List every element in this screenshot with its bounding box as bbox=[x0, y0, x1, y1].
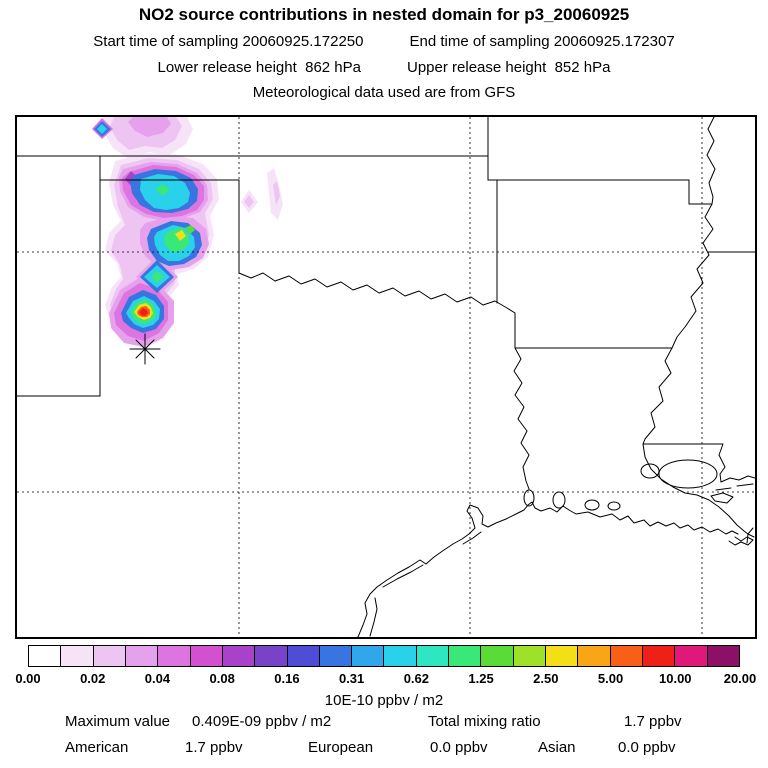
colorbar-cell bbox=[383, 646, 416, 666]
max-value: 0.409E-09 ppbv / m2 bbox=[192, 713, 332, 730]
colorbar-cell bbox=[512, 646, 545, 666]
region-value: 0.0 ppbv bbox=[430, 739, 488, 756]
state-borders bbox=[17, 117, 755, 490]
end-time-label: End time of sampling 20060925.172307 bbox=[409, 33, 675, 50]
lower-release-label: Lower release height 862 hPa bbox=[157, 59, 361, 76]
region-value: 0.0 ppbv bbox=[618, 739, 676, 756]
coastline bbox=[357, 459, 755, 637]
colorbar-cell bbox=[706, 646, 739, 666]
page-title: NO2 source contributions in nested domai… bbox=[138, 5, 630, 24]
region-value: 1.7 ppbv bbox=[185, 739, 243, 756]
region-name: Asian bbox=[538, 739, 576, 756]
mixing-ratio-value: 1.7 ppbv bbox=[624, 713, 682, 730]
upper-release-label: Upper release height 852 hPa bbox=[407, 59, 611, 76]
colorbar-cell bbox=[157, 646, 190, 666]
colorbar-cell bbox=[189, 646, 222, 666]
colorbar-cell bbox=[286, 646, 319, 666]
start-time-label: Start time of sampling 20060925.172250 bbox=[93, 33, 364, 50]
mixing-ratio-label: Total mixing ratio bbox=[428, 713, 541, 730]
max-value-row: Maximum value 0.409E-09 ppbv / m2 Total … bbox=[0, 713, 768, 733]
colorbar-cell bbox=[480, 646, 513, 666]
colorbar-cell bbox=[60, 646, 93, 666]
colorbar-tick-label: 0.62 bbox=[403, 671, 430, 686]
max-value-label: Maximum value bbox=[65, 713, 171, 730]
mississippi-river bbox=[642, 117, 755, 544]
colorbar-cell bbox=[448, 646, 481, 666]
colorbar-ticks: 0.00 0.02 0.04 0.08 0.16 0.31 0.62 1.25 2.50 5.00… bbox=[15, 671, 756, 687]
colorbar-cell bbox=[254, 646, 287, 666]
colorbar-tick-label: 2.50 bbox=[533, 671, 559, 686]
colorbar-cell bbox=[318, 646, 352, 666]
region-name: European bbox=[308, 739, 374, 756]
colorbar-cell bbox=[415, 646, 449, 666]
colorbar-cell bbox=[674, 646, 707, 666]
source-marker-icon bbox=[129, 333, 161, 365]
colorbar-tick-label: 0.02 bbox=[80, 671, 106, 686]
region-contributions-row: American 1.7 ppbv European 0.0 ppbv Asia… bbox=[0, 739, 768, 759]
colorbar-cell bbox=[92, 646, 125, 666]
colorbar-tick-label: 0.00 bbox=[15, 671, 41, 686]
plume-contours bbox=[92, 117, 283, 347]
colorbar-tick-label: 0.16 bbox=[274, 671, 300, 686]
sampling-time-row: Start time of sampling 20060925.172250 E… bbox=[0, 33, 768, 50]
colorbar-tick-label: 5.00 bbox=[597, 671, 624, 686]
colorbar-cell bbox=[221, 646, 255, 666]
colorbar-tick-label: 0.08 bbox=[209, 671, 235, 686]
colorbar-cell bbox=[609, 646, 642, 666]
colorbar-tick-label: 0.04 bbox=[144, 671, 171, 686]
colorbar-cell bbox=[124, 646, 158, 666]
colorbar-cell bbox=[545, 646, 578, 666]
colorbar-tick-label: 1.25 bbox=[468, 671, 494, 686]
met-data-row: Meteorological data used are from GFS bbox=[0, 84, 768, 101]
region-name: American bbox=[65, 739, 129, 756]
colorbar-cell bbox=[29, 646, 61, 666]
met-data-label: Meteorological data used are from GFS bbox=[252, 84, 516, 101]
colorbar bbox=[28, 645, 740, 667]
colorbar-tick-label: 20.00 bbox=[723, 671, 757, 686]
colorbar-units-label: 10E-10 ppbv / m2 bbox=[324, 692, 444, 709]
map bbox=[15, 115, 757, 639]
colorbar-cell bbox=[351, 646, 384, 666]
colorbar-cell bbox=[641, 646, 675, 666]
colorbar-tick-label: 10.00 bbox=[658, 671, 692, 686]
colorbar-cell bbox=[577, 646, 610, 666]
colorbar-tick-label: 0.31 bbox=[338, 671, 365, 686]
release-height-row: Lower release height 862 hPa Upper relea… bbox=[0, 59, 768, 76]
